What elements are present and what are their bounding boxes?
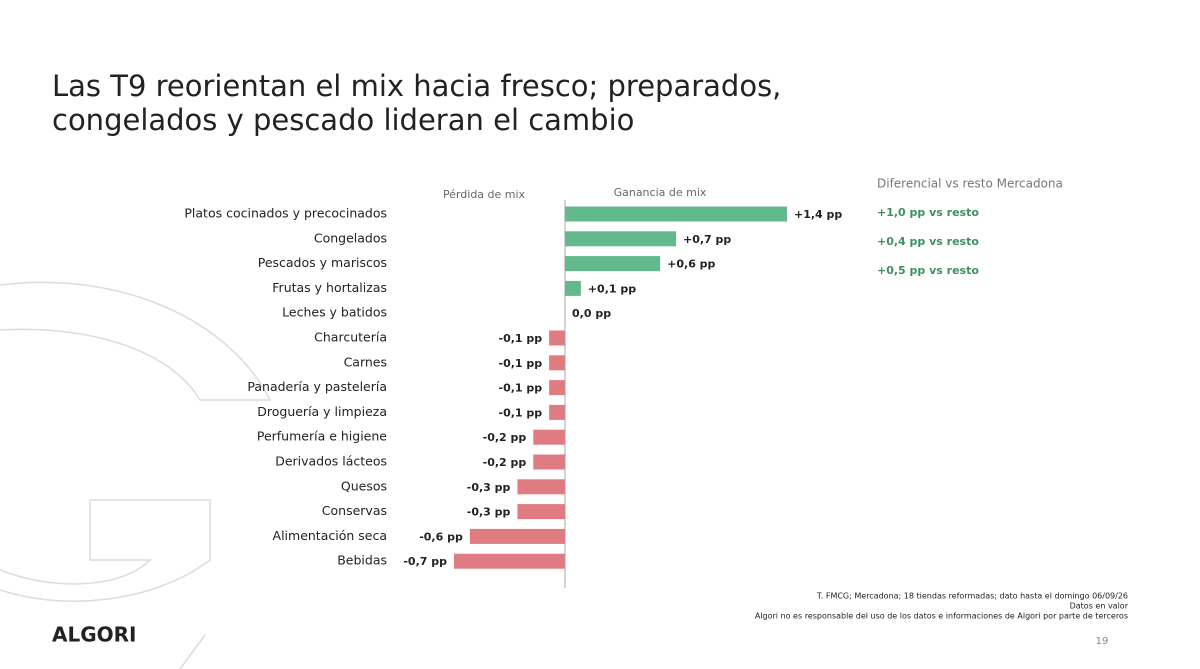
- bar: [565, 206, 787, 222]
- value-label: -0,1 pp: [499, 382, 543, 395]
- category-label: Alimentación seca: [273, 528, 387, 543]
- differential-item: +0,5 pp vs resto: [877, 264, 979, 277]
- value-label: -0,1 pp: [499, 332, 543, 345]
- footer-note: Datos en valor: [1070, 602, 1129, 611]
- category-label: Congelados: [314, 230, 387, 245]
- value-label: -0,3 pp: [467, 506, 511, 519]
- bar: [549, 404, 565, 420]
- bar: [533, 454, 565, 470]
- right-header: Ganancia de mix: [614, 186, 707, 199]
- value-label: -0,3 pp: [467, 481, 511, 494]
- value-label: -0,6 pp: [419, 530, 463, 543]
- left-header: Pérdida de mix: [443, 188, 526, 201]
- differential-item: +1,0 pp vs resto: [877, 206, 979, 219]
- footer-note: Algori no es responsable del uso de los …: [755, 612, 1128, 621]
- value-label: +0,1 pp: [588, 282, 636, 295]
- background-logo: [0, 281, 272, 669]
- bar: [565, 231, 676, 247]
- category-label: Bebidas: [337, 553, 387, 568]
- value-label: +1,4 pp: [794, 208, 842, 221]
- bar: [549, 380, 565, 396]
- title: congelados y pescado lideran el cambio: [52, 103, 634, 137]
- category-label: Quesos: [341, 478, 387, 493]
- bar: [517, 504, 565, 520]
- value-label: 0,0 pp: [572, 307, 611, 320]
- value-label: -0,2 pp: [483, 456, 527, 469]
- page-number: 19: [1096, 636, 1109, 647]
- bar: [565, 280, 581, 296]
- value-label: -0,2 pp: [483, 431, 527, 444]
- value-label: -0,1 pp: [499, 357, 543, 370]
- category-label: Perfumería e higiene: [257, 429, 387, 444]
- value-label: +0,6 pp: [667, 258, 715, 271]
- differential-title: Diferencial vs resto Mercadona: [877, 177, 1063, 191]
- bar: [533, 429, 565, 445]
- category-label: Conservas: [322, 503, 387, 518]
- category-label: Frutas y hortalizas: [272, 280, 387, 295]
- value-label: -0,1 pp: [499, 406, 543, 419]
- bar: [469, 528, 565, 544]
- category-label: Platos cocinados y precocinados: [184, 206, 387, 221]
- bar: [565, 256, 661, 272]
- category-label: Droguería y limpieza: [257, 404, 387, 419]
- title: Las T9 reorientan el mix hacia fresco; p…: [52, 69, 781, 103]
- bar: [517, 479, 565, 495]
- bar: [454, 553, 565, 569]
- category-label: Derivados lácteos: [275, 454, 387, 469]
- category-label: Carnes: [344, 354, 387, 369]
- category-label: Leches y batidos: [282, 305, 387, 320]
- bar: [549, 355, 565, 371]
- bar: [549, 330, 565, 346]
- category-label: Pescados y mariscos: [258, 255, 387, 270]
- logo: ALGORI: [52, 623, 136, 647]
- value-label: +0,7 pp: [683, 233, 731, 246]
- footer-note: T. FMCG; Mercadona; 18 tiendas reformada…: [816, 592, 1128, 601]
- category-label: Panadería y pastelería: [247, 379, 387, 394]
- differential-item: +0,4 pp vs resto: [877, 235, 979, 248]
- value-label: -0,7 pp: [403, 555, 447, 568]
- category-label: Charcutería: [314, 330, 387, 345]
